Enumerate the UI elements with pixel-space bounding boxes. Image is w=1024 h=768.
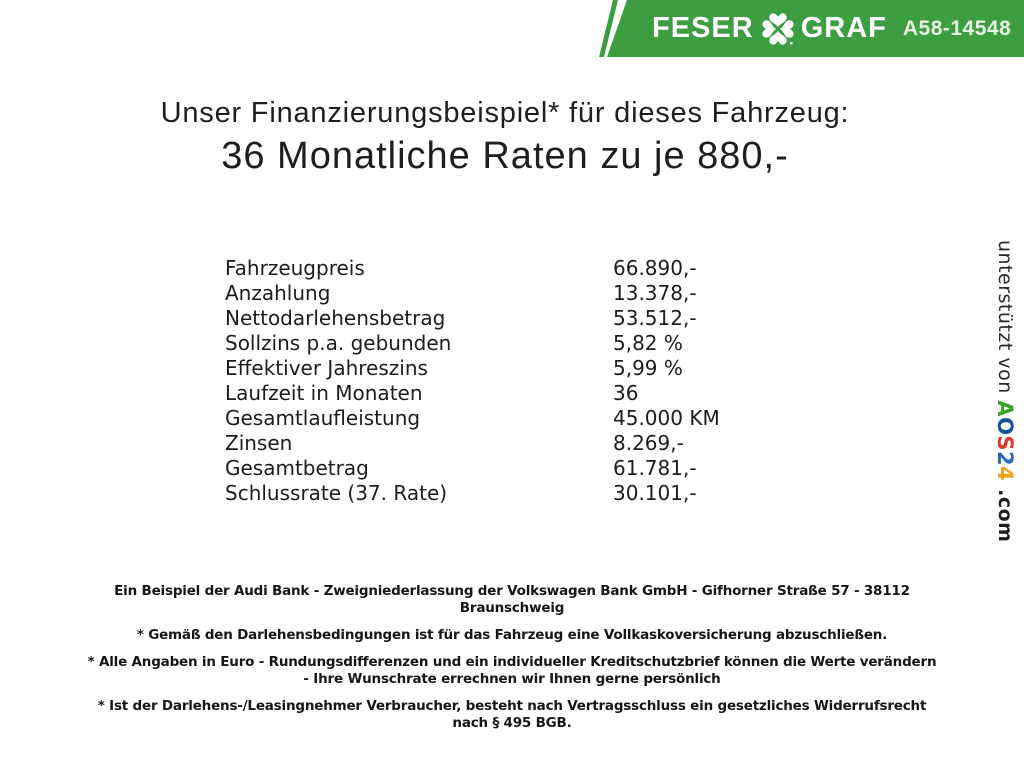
row-value: 30.101,- <box>613 481 697 505</box>
side-credit: unterstützt von AOS24 .com <box>993 240 1017 542</box>
row-label: Laufzeit in Monaten <box>225 381 423 405</box>
row-value: 61.781,- <box>613 456 697 480</box>
headline-line-1: Unser Finanzierungsbeispiel* für dieses … <box>160 97 850 129</box>
row-label: Fahrzeugpreis <box>225 256 365 280</box>
table-row: Fahrzeugpreis 66.890,- <box>225 256 825 281</box>
row-label: Anzahlung <box>225 281 331 305</box>
footer-line: * Ist der Darlehens-/Leasingnehmer Verbr… <box>97 698 927 714</box>
row-value: 66.890,- <box>613 256 697 280</box>
footer-line: - Ihre Wunschrate errechnen wir Ihnen ge… <box>303 671 721 687</box>
table-row: Laufzeit in Monaten 36 <box>225 381 825 406</box>
row-value: 5,82 % <box>613 331 683 355</box>
side-credit-suffix: .com <box>994 489 1016 543</box>
table-row: Gesamtlaufleistung 45.000 KM <box>225 406 825 431</box>
headline: Unser Finanzierungsbeispiel* für dieses … <box>0 97 1010 178</box>
row-value: 36 <box>613 381 639 405</box>
table-row: Zinsen 8.269,- <box>225 431 825 456</box>
row-value: 45.000 KM <box>613 406 720 430</box>
footer-line: nach § 495 BGB. <box>452 715 572 731</box>
side-credit-prefix: unterstützt von <box>994 240 1016 401</box>
row-label: Gesamtbetrag <box>225 456 369 480</box>
aos-letter-a: A <box>993 400 1017 418</box>
banner-main: FESER GRAF A58-14548 <box>607 0 1024 57</box>
row-label: Effektiver Jahreszins <box>225 356 428 380</box>
headline-line-2: 36 Monatliche Raten zu je 880,- <box>221 135 789 177</box>
row-value: 5,99 % <box>613 356 683 380</box>
footer-line: Ein Beispiel der Audi Bank - Zweignieder… <box>114 583 910 599</box>
table-row: Schlussrate (37. Rate) 30.101,- <box>225 481 825 506</box>
brand-graf: GRAF <box>800 12 887 44</box>
aos-letter-s: S <box>993 435 1017 452</box>
footer-disclaimer: Ein Beispiel der Audi Bank - Zweignieder… <box>0 583 1024 732</box>
finance-table: Fahrzeugpreis 66.890,- Anzahlung 13.378,… <box>225 256 825 506</box>
table-row: Anzahlung 13.378,- <box>225 281 825 306</box>
table-row: Effektiver Jahreszins 5,99 % <box>225 356 825 381</box>
row-label: Sollzins p.a. gebunden <box>225 331 452 355</box>
dealer-banner: FESER GRAF A58-14548 <box>590 0 1024 57</box>
row-value: 8.269,- <box>613 431 684 455</box>
table-row: Sollzins p.a. gebunden 5,82 % <box>225 331 825 356</box>
row-label: Gesamtlaufleistung <box>225 406 421 430</box>
row-value: 13.378,- <box>613 281 697 305</box>
row-value: 53.512,- <box>613 306 697 330</box>
table-row: Nettodarlehensbetrag 53.512,- <box>225 306 825 331</box>
vehicle-id: A58-14548 <box>902 16 1012 40</box>
footer-line: * Gemäß den Darlehensbedingungen ist für… <box>136 627 888 643</box>
aos-letter-2: 2 <box>993 451 1017 467</box>
row-label: Schlussrate (37. Rate) <box>225 481 448 505</box>
row-label: Nettodarlehensbetrag <box>225 306 446 330</box>
footer-line: Braunschweig <box>459 600 565 616</box>
footer-line: * Alle Angaben in Euro - Rundungsdiffere… <box>87 654 937 670</box>
clover-icon <box>762 12 794 45</box>
row-label: Zinsen <box>225 431 293 455</box>
brand-feser: FESER <box>652 12 754 44</box>
aos-letter-4: 4 <box>993 466 1017 482</box>
aos-letter-o: O <box>993 417 1017 436</box>
aos24-logo: AOS24 <box>993 400 1017 489</box>
table-row: Gesamtbetrag 61.781,- <box>225 456 825 481</box>
